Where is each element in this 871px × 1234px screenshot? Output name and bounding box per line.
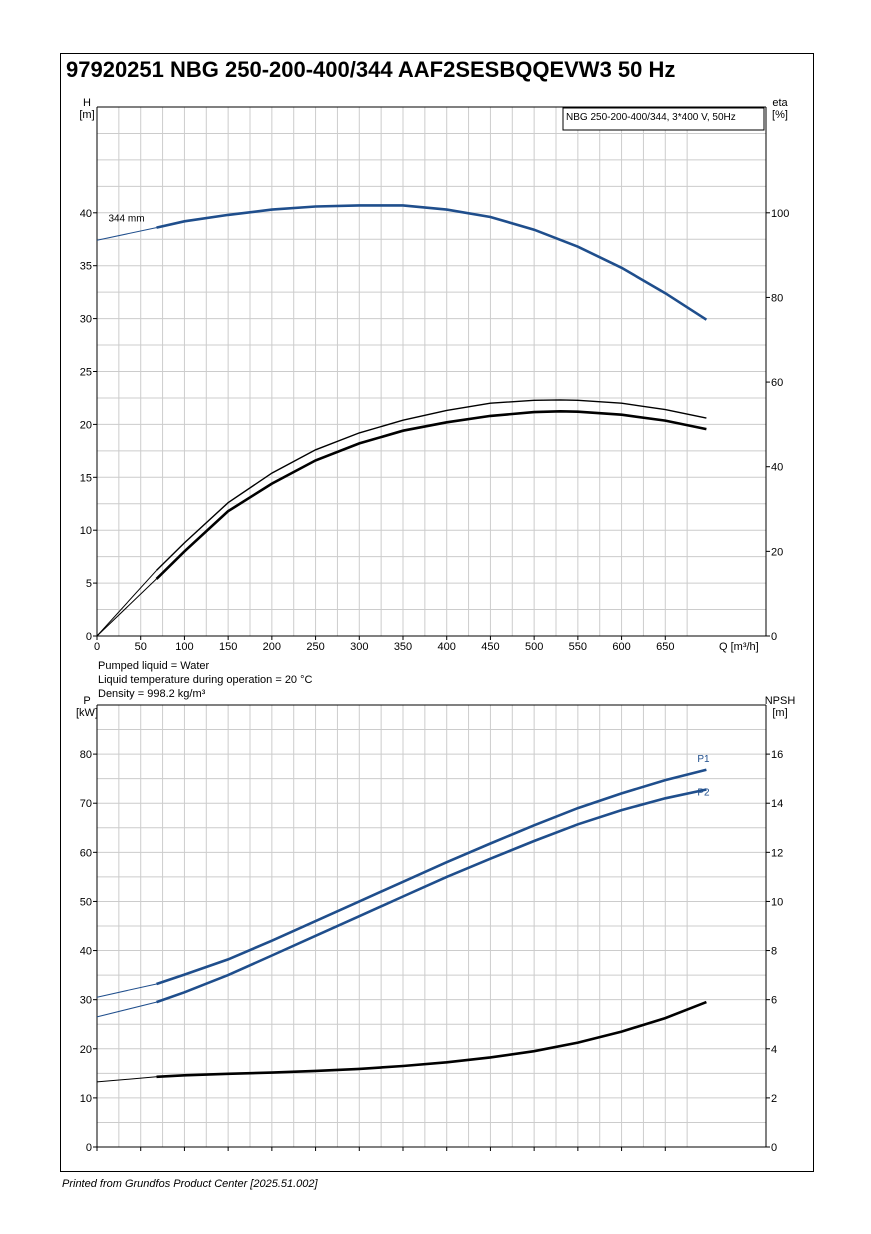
series-top-1-line — [156, 399, 707, 571]
x-tick-label: 550 — [569, 641, 587, 653]
right-tick-label: 16 — [771, 749, 783, 761]
density-info: Density = 998.2 kg/m³ — [98, 688, 206, 700]
left-tick-label: 50 — [80, 896, 92, 908]
right-tick-label: 0 — [771, 631, 777, 643]
right-tick-label: 4 — [771, 1044, 777, 1056]
x-tick-label: 600 — [612, 641, 630, 653]
series-p2-line-low-flow — [96, 1001, 157, 1018]
left-tick-label: 15 — [80, 472, 92, 484]
left-tick-label: 25 — [80, 367, 92, 379]
legend-box — [562, 107, 765, 131]
left-axis-unit: [m] — [79, 109, 94, 121]
x-tick-label: 650 — [656, 641, 674, 653]
left-axis-unit: [kW] — [76, 707, 98, 719]
right-tick-label: 8 — [771, 946, 777, 958]
left-tick-label: 10 — [80, 1093, 92, 1105]
chart-frame — [60, 53, 814, 1172]
liquid-temperature-info: Liquid temperature during operation = 20… — [98, 674, 313, 686]
top-chart-grid — [97, 106, 766, 636]
x-tick-label: 50 — [135, 641, 147, 653]
left-tick-label: 80 — [80, 749, 92, 761]
x-tick-label: 250 — [306, 641, 324, 653]
x-tick-label: 0 — [94, 641, 100, 653]
left-axis-title: P — [83, 695, 90, 707]
series-344-mm-line — [156, 204, 708, 321]
right-tick-label: 40 — [771, 462, 783, 474]
left-tick-label: 40 — [80, 208, 92, 220]
top-chart-series — [96, 204, 708, 637]
x-tick-label: 200 — [263, 641, 281, 653]
bottom-chart-series — [96, 768, 707, 1083]
left-tick-label: 20 — [80, 419, 92, 431]
right-tick-label: 14 — [771, 798, 783, 810]
legend-box-label: NBG 250-200-400/344, 3*400 V, 50Hz — [566, 112, 736, 123]
bottom-chart-grid — [97, 704, 766, 1147]
right-axis-title: NPSH — [765, 695, 796, 707]
footer-note: Printed from Grundfos Product Center [20… — [62, 1178, 318, 1190]
bottom-chart-axes — [93, 704, 770, 1151]
series-label: P1 — [697, 754, 710, 765]
x-tick-label: 300 — [350, 641, 368, 653]
x-tick-label: 100 — [175, 641, 193, 653]
x-axis-label: Q [m³/h] — [719, 641, 759, 653]
x-tick-label: 150 — [219, 641, 237, 653]
right-tick-label: 6 — [771, 995, 777, 1007]
series-p1-line — [156, 768, 707, 986]
right-tick-label: 12 — [771, 847, 783, 859]
right-tick-label: 80 — [771, 292, 783, 304]
series-344-mm-line-low-flow — [96, 227, 157, 241]
x-tick-label: 500 — [525, 641, 543, 653]
left-tick-label: 70 — [80, 798, 92, 810]
left-axis-title: H — [83, 97, 91, 109]
right-tick-label: 100 — [771, 208, 789, 220]
series-label: P2 — [697, 787, 710, 798]
series-p1-line-low-flow — [96, 983, 157, 998]
series-bottom-2-line — [156, 1000, 707, 1079]
bottom-chart-labels: 0 10 20 30 40 50 60 70 80 0 2 4 6 8 10 12 14 16 P[kW] NPSH[… — [76, 695, 795, 1154]
x-tick-label: 350 — [394, 641, 412, 653]
right-tick-label: 2 — [771, 1093, 777, 1105]
series-top-2-line-low-flow — [96, 578, 157, 637]
x-tick-label: 450 — [481, 641, 499, 653]
pumped-liquid-info: Pumped liquid = Water — [98, 660, 210, 672]
right-tick-label: 60 — [771, 377, 783, 389]
right-axis-unit: [%] — [772, 109, 788, 121]
right-tick-label: 20 — [771, 546, 783, 558]
left-tick-label: 0 — [86, 1142, 92, 1154]
x-tick-label: 400 — [438, 641, 456, 653]
left-tick-label: 0 — [86, 631, 92, 643]
right-tick-label: 0 — [771, 1142, 777, 1154]
left-tick-label: 40 — [80, 946, 92, 958]
right-axis-unit: [m] — [772, 707, 787, 719]
page-title: 97920251 NBG 250-200-400/344 AAF2SESBQQE… — [66, 57, 676, 82]
right-axis-title: eta — [772, 97, 788, 109]
left-tick-label: 60 — [80, 847, 92, 859]
left-tick-label: 5 — [86, 578, 92, 590]
series-bottom-2-line-low-flow — [96, 1076, 157, 1083]
series-top-2-line — [155, 409, 707, 580]
left-tick-label: 30 — [80, 995, 92, 1007]
series-label: 344 mm — [108, 214, 144, 225]
left-tick-label: 20 — [80, 1044, 92, 1056]
left-tick-label: 30 — [80, 314, 92, 326]
right-tick-label: 10 — [771, 896, 783, 908]
top-chart-axes — [93, 106, 770, 640]
series-p2-line — [156, 788, 707, 1004]
left-tick-label: 35 — [80, 261, 92, 273]
left-tick-label: 10 — [80, 525, 92, 537]
series-top-1-line-low-flow — [96, 570, 157, 637]
